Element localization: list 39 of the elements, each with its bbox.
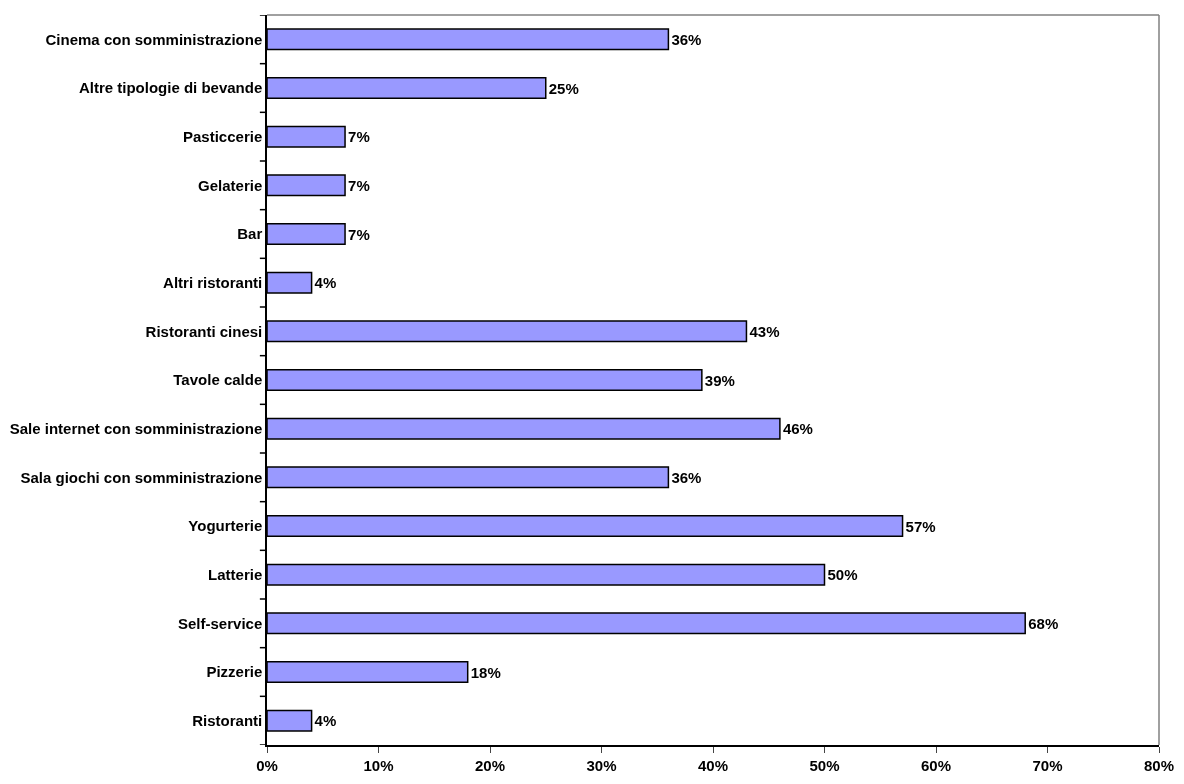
data-label: 36% — [671, 30, 702, 48]
x-tick-label: 80% — [1143, 756, 1175, 774]
data-label: 25% — [548, 79, 579, 97]
x-tick-label: 40% — [697, 756, 729, 774]
y-tick-label: Latterie — [208, 565, 263, 583]
x-tick-label: 0% — [256, 756, 278, 774]
data-label: 43% — [749, 322, 780, 340]
x-tick-label: 70% — [1032, 756, 1063, 774]
y-tick-label: Yogurterie — [188, 517, 263, 535]
y-tick-label: Sala giochi con somministrazione — [20, 468, 263, 486]
y-tick-label: Sale internet con somministrazione — [9, 419, 263, 437]
data-label: 57% — [905, 517, 936, 535]
y-tick-label: Cinema con somministrazione — [45, 30, 263, 48]
y-tick-label: Self-service — [178, 614, 263, 632]
y-tick-label: Ristoranti — [192, 711, 263, 729]
y-tick-label: Ristoranti cinesi — [145, 322, 263, 340]
data-label: 46% — [782, 420, 813, 438]
x-tick-label: 20% — [474, 756, 506, 774]
data-label: 7% — [348, 176, 370, 194]
y-tick-label: Altri ristoranti — [163, 273, 263, 291]
y-tick-label: Bar — [237, 225, 263, 243]
data-label: 7% — [348, 225, 370, 243]
y-tick-label: Pizzerie — [206, 663, 263, 681]
data-label: 7% — [348, 128, 370, 146]
data-label: 4% — [314, 274, 337, 292]
x-tick-label: 30% — [586, 756, 617, 774]
data-label: 39% — [704, 371, 735, 389]
y-tick-label: Gelaterie — [198, 176, 263, 194]
data-label: 4% — [314, 712, 337, 730]
data-label: 18% — [470, 663, 501, 681]
y-tick-label: Altre tipologie di bevande — [78, 79, 263, 97]
data-label: 36% — [671, 468, 702, 486]
x-tick-label: 50% — [809, 756, 840, 774]
data-label: 50% — [827, 566, 858, 584]
y-tick-label: Pasticcerie — [183, 127, 263, 145]
x-tick-label: 10% — [363, 756, 394, 774]
data-label: 68% — [1028, 614, 1059, 632]
y-tick-label: Tavole calde — [173, 371, 263, 389]
x-tick-label: 60% — [920, 756, 952, 774]
